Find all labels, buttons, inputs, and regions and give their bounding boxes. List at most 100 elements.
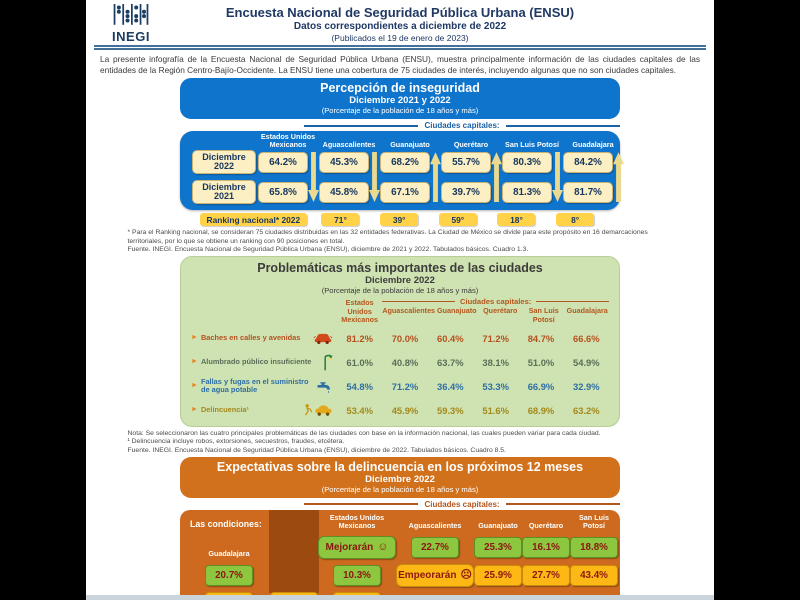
problems-header-eum: Estados Unidos Mexicanos (341, 298, 379, 324)
perception-source: Fuente. INEGI. Encuesta Nacional de Segu… (127, 245, 529, 253)
intro-paragraph: La presente infografía de la Encuesta Na… (100, 54, 700, 75)
published-date: (Publicados el 19 de enero de 2023) (331, 32, 469, 43)
trend-arrow (552, 152, 563, 202)
problem-label: Delincuencia¹ (200, 404, 249, 414)
perception-notes: * Para el Ranking nacional, se considera… (128, 229, 673, 254)
ranking-san-luis-potosi: 18° (497, 213, 536, 227)
row-empeoraran: Empeorarán ☹ (396, 564, 474, 588)
row-bullet-icon: ► (191, 358, 198, 366)
column-header-guadalajara: Guadalajara (572, 140, 614, 150)
value-2022: 64.2% (258, 151, 308, 173)
problems-notes: Nota: Se seleccionaron las cuatro princi… (128, 430, 673, 455)
perception-column-guadalajara: 84.2% 81.7% (563, 150, 624, 204)
problem-value: 53.3% (482, 380, 509, 392)
problem-value: 61.0% (346, 356, 373, 368)
value-2021: 67.1% (380, 181, 430, 203)
perception-section-header: Percepción de inseguridad Diciembre 2021… (180, 78, 620, 120)
problems-header-row: Estados Unidos Mexicanos Ciudades capita… (191, 297, 609, 324)
expectation-value: 10.3% (333, 565, 381, 587)
problem-row-baches: ► Baches en calles y avenidas 81.2% 70.0… (191, 328, 609, 348)
value-2021: 81.3% (502, 181, 552, 203)
mejoraran-label: Mejorarán (325, 542, 374, 554)
perception-note: (Porcentaje de la población de 18 años y… (321, 106, 479, 116)
expectations-section-header: Expectativas sobre la delincuencia en lo… (180, 456, 620, 498)
expectation-value: 25.3% (474, 537, 522, 559)
trend-arrow (308, 152, 319, 202)
ranking-guanajuato: 39° (380, 213, 419, 227)
row-labels: Diciembre 2022 Diciembre 2021 (190, 150, 258, 205)
problem-value: 51.6% (482, 404, 509, 416)
inegi-logo-wordmark: INEGI (112, 28, 150, 44)
problem-value: 68.9% (527, 404, 555, 416)
row-label-dec-2021: Diciembre 2021 (192, 180, 256, 205)
value-2021: 39.7% (441, 181, 491, 203)
expectation-value: 27.7% (522, 565, 570, 587)
expectations-table: Las condiciones: Estados Unidos Mexicano… (180, 509, 620, 600)
delincuencia-footnote: ¹ Delincuencia incluye robos, extorsione… (127, 438, 345, 446)
problem-value: 32.9% (573, 380, 600, 392)
expectation-value: 16.1% (522, 537, 570, 559)
city-header: San Luis Potosí (528, 306, 559, 325)
value-2021: 81.7% (563, 181, 613, 203)
expectation-value: 20.7% (205, 565, 253, 587)
problem-label: Fallas y fugas en el suministro de agua … (200, 376, 309, 395)
expectation-value: 25.9% (474, 565, 522, 587)
value-2022: 55.7% (441, 151, 491, 173)
crime-icon (303, 403, 333, 417)
problem-row-agua: ► Fallas y fugas en el suministro de agu… (191, 376, 609, 396)
inegi-logo: INEGI (96, 3, 166, 44)
column-header-eum: Estados Unidos Mexicanos (329, 512, 385, 530)
perception-column-aguascalientes: 45.3% 45.8% (319, 150, 380, 204)
perception-column-guanajuato: 68.2% 67.1% (380, 150, 441, 204)
value-2022: 80.3% (502, 151, 552, 173)
page-subtitle: Datos correspondientes a diciembre de 20… (293, 20, 507, 32)
problem-value: 53.4% (346, 404, 373, 416)
column-header-guanajuato: Guanajuato (478, 520, 518, 530)
problem-value: 71.2% (391, 380, 419, 392)
value-2021: 65.8% (258, 181, 308, 203)
trend-arrow (369, 152, 380, 202)
trend-arrow (491, 152, 502, 203)
problem-value: 70.0% (391, 332, 419, 344)
ranking-footnote: * Para el Ranking nacional, se considera… (127, 229, 648, 245)
column-header-guanajuato: Guanajuato (390, 140, 430, 150)
expectations-note: (Porcentaje de la población de 18 años y… (321, 484, 479, 494)
city-header: Aguascalientes (382, 306, 436, 316)
bottom-strip (86, 595, 714, 600)
infographic-page: INEGI Encuesta Nacional de Seguridad Púb… (86, 0, 714, 600)
problem-value: 63.2% (573, 404, 600, 416)
problem-label: Baches en calles y avenidas (200, 332, 301, 342)
value-2021: 45.8% (319, 181, 369, 203)
problem-row-alumbrado: ► Alumbrado público insuficiente 61.0% 4… (191, 352, 609, 372)
perception-capitals-row: Ciudades capitales: (180, 121, 621, 131)
column-header-aguascalientes: Aguascalientes (322, 140, 376, 150)
column-header-san-luis-potosi: San Luis Potosí (579, 512, 609, 530)
problem-value: 66.6% (573, 332, 600, 344)
column-header-aguascalientes: Aguascalientes (408, 520, 462, 530)
problem-value: 36.4% (437, 380, 464, 392)
problems-source: Fuente. INEGI. Encuesta Nacional de Segu… (127, 446, 506, 454)
water-faucet-icon (316, 380, 333, 393)
trend-arrow (613, 152, 624, 203)
inegi-abacus-icon (113, 3, 149, 25)
ranking-aguascalientes: 71° (321, 213, 360, 227)
capitals-label: Ciudades capitales: (424, 121, 500, 131)
capitals-label: Ciudades capitales: (460, 297, 532, 307)
happy-face-icon: ☺ (377, 541, 389, 554)
ranking-label: Ranking nacional* 2022 (199, 213, 308, 227)
problem-value: 84.7% (527, 332, 555, 344)
problem-row-delincuencia: ► Delincuencia¹ 53.4% 45.9% 59.3% 51.6% … (191, 400, 609, 420)
problems-nota: Nota: Se seleccionaron las cuatro princi… (127, 430, 601, 438)
column-header-queretaro: Querétaro (528, 520, 564, 530)
expectations-capitals-row: Ciudades capitales: (180, 500, 621, 509)
expectation-value: 22.7% (411, 537, 459, 559)
header-rule (94, 45, 706, 50)
problem-value: 60.4% (437, 332, 464, 344)
column-header-san-luis-potosi: San Luis Potosí (505, 140, 559, 150)
page-title: Encuesta Nacional de Seguridad Pública U… (225, 4, 575, 20)
eum-column-highlight (269, 509, 319, 594)
problem-value: 54.9% (573, 356, 600, 368)
problem-value: 51.0% (527, 356, 555, 368)
pothole-car-icon (313, 331, 333, 345)
problem-value: 38.1% (482, 356, 509, 368)
